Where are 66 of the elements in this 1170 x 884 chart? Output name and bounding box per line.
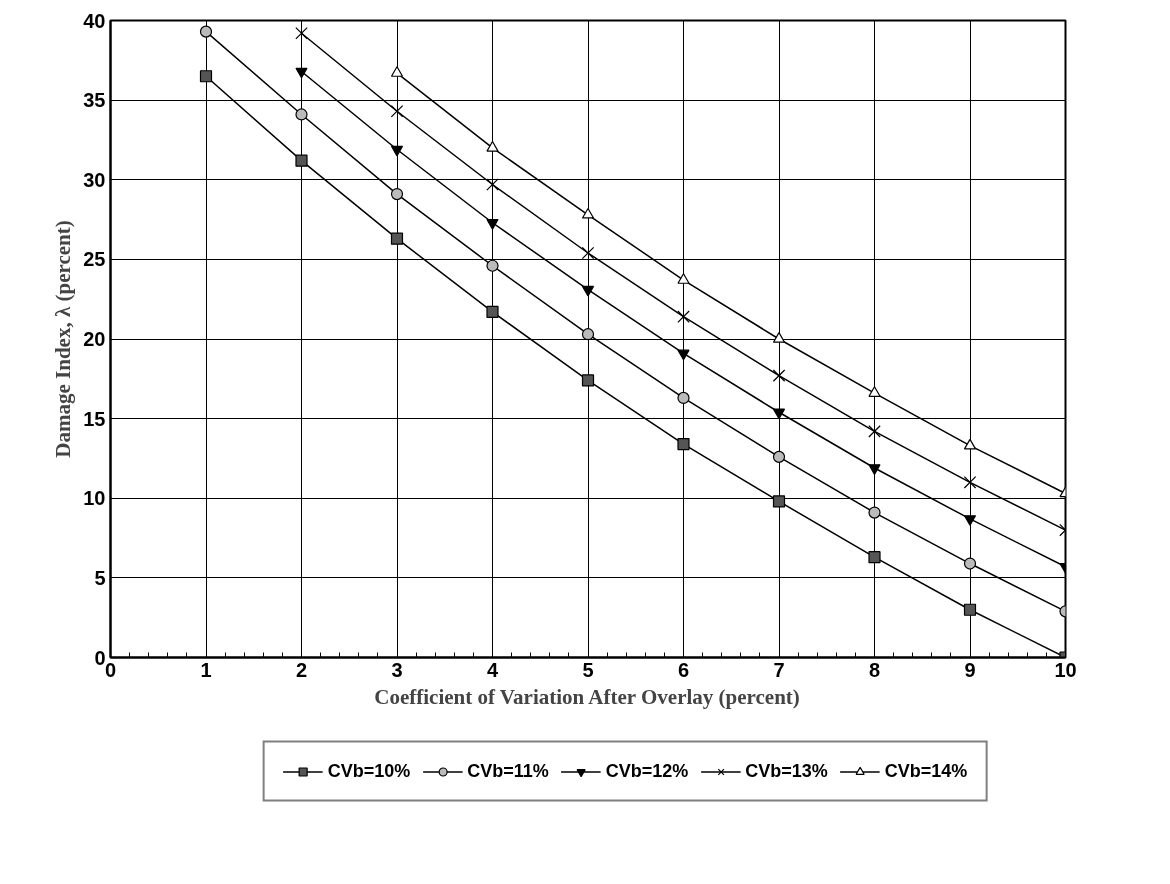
- point: [963, 476, 977, 489]
- x-tick-label: 8: [868, 658, 881, 681]
- x-tick-label: 5: [582, 658, 594, 681]
- point: [390, 187, 404, 201]
- point: [581, 374, 595, 387]
- y-tick-label: 35: [83, 89, 106, 112]
- point: [486, 259, 499, 272]
- point: [390, 145, 404, 157]
- y-tick-label: 25: [83, 248, 106, 271]
- y-tick-label: 10: [83, 487, 106, 510]
- point: [772, 332, 786, 343]
- point: [677, 349, 690, 361]
- point: [199, 70, 213, 83]
- point: [868, 464, 881, 475]
- point: [677, 391, 690, 405]
- x-tick-label: 1: [200, 658, 212, 681]
- x-tick-label: 2: [295, 658, 308, 681]
- x-tick-label: 6: [677, 658, 690, 681]
- point: [963, 603, 977, 616]
- point: [390, 66, 404, 77]
- y-tick-label: 40: [83, 9, 106, 32]
- legend-label: CVb=11%: [467, 760, 549, 782]
- point: [868, 506, 881, 519]
- point: [868, 425, 881, 438]
- point: [390, 105, 404, 118]
- point: [772, 450, 786, 463]
- y-tick-label: 30: [83, 168, 106, 191]
- y-tick-label: 20: [83, 328, 106, 350]
- x-tick-label: 9: [964, 658, 976, 681]
- point: [581, 246, 595, 260]
- legend-label: CVb=10%: [327, 760, 411, 782]
- point: [486, 140, 499, 152]
- x-tick-label: 3: [391, 658, 403, 681]
- point: [677, 273, 690, 284]
- point: [868, 551, 881, 564]
- x-tick-label: 10: [1054, 658, 1077, 681]
- point: [581, 285, 595, 297]
- point: [772, 408, 786, 420]
- point: [390, 232, 404, 245]
- x-tick-label: 4: [486, 658, 499, 681]
- point: [199, 25, 213, 38]
- point: [486, 305, 499, 319]
- y-axis-title: Damage Index, λ (percent): [51, 220, 76, 458]
- point: [677, 438, 690, 451]
- legend-label: CVb=14%: [884, 760, 968, 782]
- point: [963, 557, 977, 570]
- y-tick-label: 15: [83, 407, 106, 430]
- x-tick-label: 7: [773, 658, 785, 681]
- point: [963, 515, 977, 526]
- point: [295, 154, 308, 167]
- x-axis-title: Coefficient of Variation After Overlay (percent): [374, 684, 800, 709]
- legend-label: CVb=12%: [605, 760, 689, 782]
- point: [581, 328, 595, 341]
- point: [963, 438, 977, 450]
- point: [772, 495, 786, 508]
- point: [581, 207, 595, 219]
- point: [295, 108, 308, 121]
- y-tick-label: 5: [94, 566, 106, 589]
- point: [486, 178, 499, 191]
- legend-label: CVb=13%: [745, 760, 828, 782]
- point: [772, 369, 786, 382]
- point: [868, 386, 881, 397]
- point: [295, 26, 308, 40]
- point: [677, 310, 690, 323]
- point: [486, 218, 499, 230]
- point: [295, 67, 308, 79]
